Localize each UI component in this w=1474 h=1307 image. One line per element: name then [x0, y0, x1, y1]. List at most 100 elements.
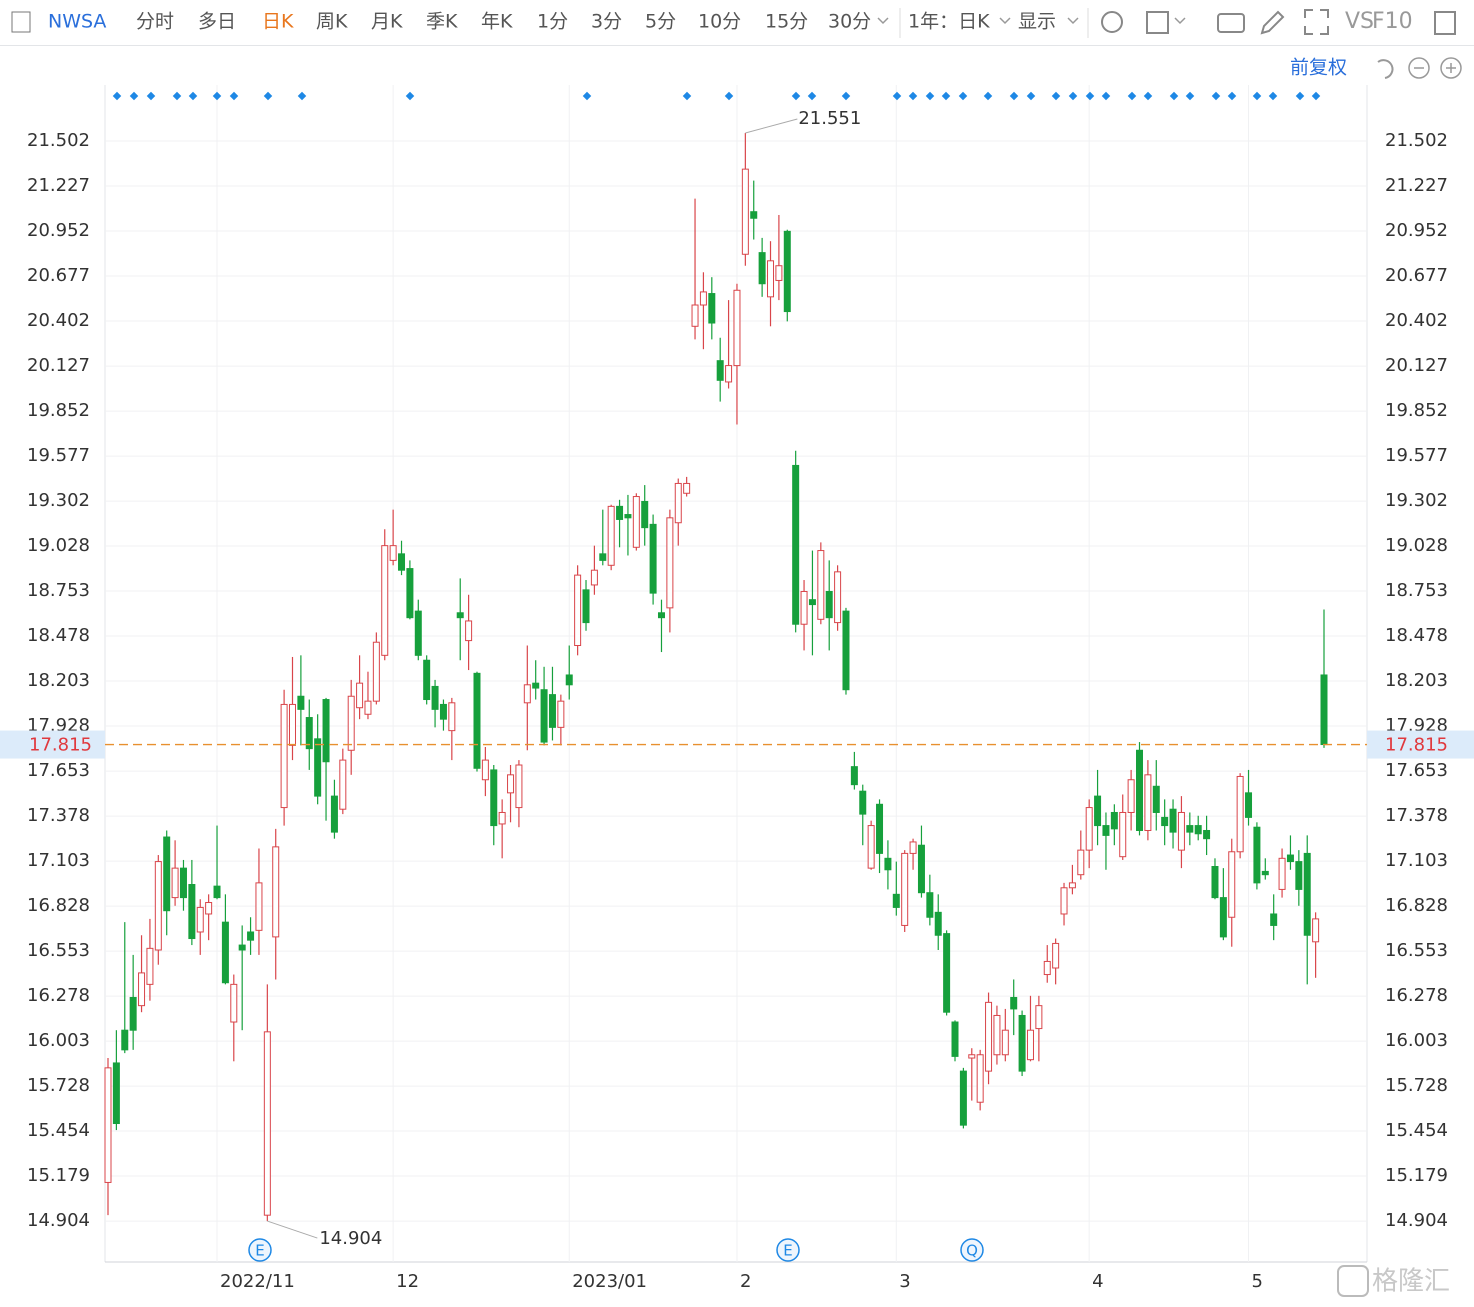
candle-body [104, 1067, 112, 1183]
y-tick-label: 20.677 [27, 265, 90, 286]
candle-body [473, 672, 481, 769]
period-tab[interactable]: 季K [426, 11, 458, 33]
zoom-in-icon[interactable] [1440, 57, 1462, 79]
period-tab[interactable]: 10分 [698, 11, 741, 33]
y-tick-label: 16.828 [27, 895, 90, 916]
y-tick-label: 16.553 [27, 940, 90, 961]
event-dot [297, 91, 307, 101]
candle-body [1152, 785, 1160, 813]
y-tick-label: 19.852 [27, 400, 90, 421]
y-tick-label: 16.278 [27, 985, 90, 1006]
candle-body [867, 825, 875, 869]
candle-body [247, 931, 255, 941]
zoom-out-icon[interactable] [1408, 57, 1430, 79]
y2-tick-label: 17.378 [1385, 805, 1448, 826]
period-tab[interactable]: 日K [262, 11, 294, 33]
candle-body [674, 482, 682, 524]
event-dot [188, 91, 198, 101]
candle-body [808, 599, 816, 606]
candle-body [800, 590, 808, 625]
candle-body [1245, 792, 1253, 818]
candle-body [431, 685, 439, 710]
candle-body [767, 260, 775, 298]
candle-body [758, 252, 766, 285]
y2-tick-label: 16.003 [1385, 1030, 1448, 1051]
y2-tick-label: 21.502 [1385, 130, 1448, 151]
adjust-button[interactable]: 前复权 [1290, 57, 1347, 79]
candle-body [683, 482, 691, 494]
candle-body [1018, 1014, 1026, 1072]
event-marker [248, 1238, 272, 1262]
y-tick-label: 19.577 [27, 445, 90, 466]
candle-body [305, 717, 313, 750]
undo-icon[interactable] [1377, 59, 1394, 79]
y-tick-label: 14.904 [27, 1210, 90, 1231]
period-tab[interactable]: 5分 [645, 11, 676, 33]
candle-body [909, 841, 917, 854]
candle-body [716, 360, 724, 381]
candle-body [163, 836, 171, 912]
layout-icon[interactable] [1146, 11, 1169, 34]
y-tick-label: 15.179 [27, 1165, 90, 1186]
x-tick-label: 12 [396, 1271, 419, 1292]
candle-body [154, 861, 162, 951]
candle-body [507, 774, 515, 794]
period-tab[interactable]: 月K [371, 11, 403, 33]
candle-body [1177, 811, 1185, 851]
y2-tick-label: 15.454 [1385, 1120, 1448, 1141]
candle-body [1186, 825, 1194, 833]
chevrons [877, 17, 1186, 25]
candle-body [490, 769, 498, 827]
f10-button[interactable]: F10 [1372, 9, 1413, 34]
candle-body [842, 610, 850, 691]
period-tab[interactable]: 年K [481, 11, 513, 33]
settings-icon[interactable] [1101, 11, 1123, 33]
y2-tick-label: 16.278 [1385, 985, 1448, 1006]
candle-body [1026, 1029, 1034, 1061]
candle-body [582, 589, 590, 624]
candle-body [1085, 807, 1093, 851]
y2-tick-label: 15.179 [1385, 1165, 1448, 1186]
candle-body [1303, 852, 1311, 936]
y-tick-label: 17.103 [27, 850, 90, 871]
candle-body [708, 293, 716, 324]
watermark: 格隆汇 [1372, 1267, 1450, 1297]
candle-body [657, 612, 665, 619]
watermark-logo [1337, 1265, 1369, 1297]
period-tab[interactable]: 15分 [765, 11, 808, 33]
candle-body [557, 700, 565, 728]
candle-body [632, 496, 640, 548]
last-price-label: 17.815 [29, 735, 92, 756]
candle-body [515, 764, 523, 809]
symbol[interactable]: NWSA [48, 11, 106, 33]
fullscreen-icon[interactable] [1304, 9, 1329, 35]
candle-body [1110, 811, 1118, 830]
range-select[interactable]: 1年：日K [908, 11, 990, 33]
candle-body [884, 857, 892, 871]
y-tick-label: 17.653 [27, 760, 90, 781]
period-tab[interactable]: 周K [316, 11, 348, 33]
candle-body [406, 568, 414, 619]
period-tab[interactable]: 分时 [136, 11, 174, 33]
candle-body [272, 846, 280, 938]
y2-tick-label: 14.904 [1385, 1210, 1448, 1231]
draw-icon[interactable] [1260, 10, 1285, 35]
period-tab[interactable]: 1分 [537, 11, 568, 33]
camera-icon[interactable] [1217, 13, 1245, 33]
period-tab[interactable]: 多日 [198, 11, 236, 33]
vs-button[interactable]: VS [1345, 9, 1374, 34]
candle-body [1286, 854, 1294, 863]
x-tick-label: 2022/11 [220, 1271, 295, 1292]
panel-icon[interactable] [1434, 11, 1456, 35]
candle-body [188, 884, 196, 940]
display-select[interactable]: 显示 [1018, 11, 1056, 33]
candle-body [876, 803, 884, 854]
period-tab[interactable]: 3分 [591, 11, 622, 33]
period-tab[interactable]: 30分 [828, 11, 871, 33]
event-dot [212, 91, 222, 101]
candle-body [1001, 1029, 1009, 1056]
sidebar-icon[interactable] [11, 11, 31, 33]
x-tick-label: 3 [899, 1271, 910, 1292]
candle-body [1219, 897, 1227, 938]
candle-body [213, 885, 221, 899]
